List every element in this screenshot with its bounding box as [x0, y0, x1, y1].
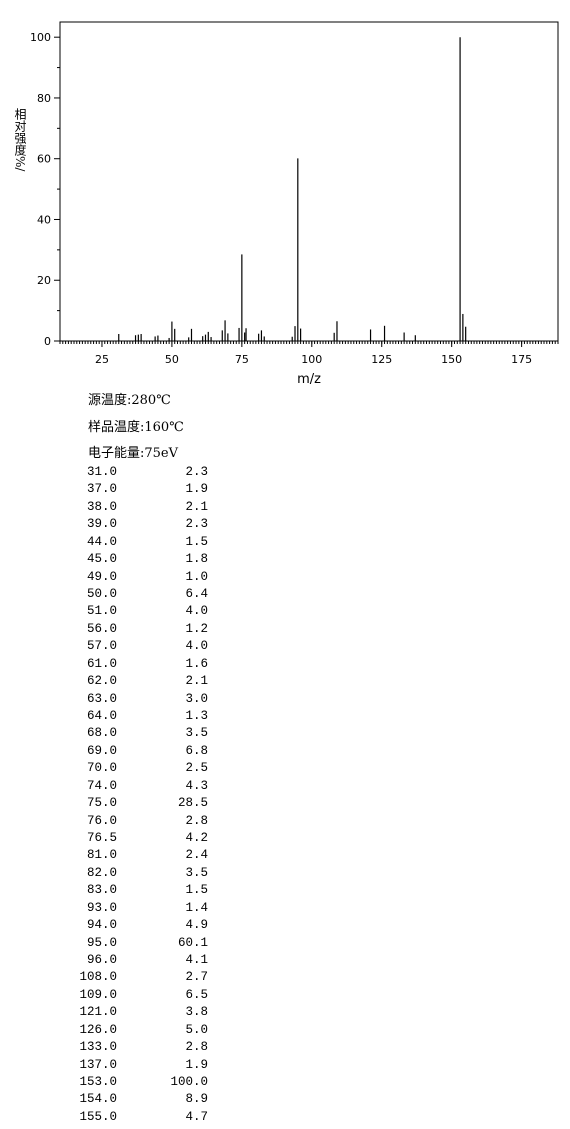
- x-tick-label: 50: [165, 353, 179, 366]
- mz-cell: 154.0: [79, 1092, 117, 1107]
- condition: 源温度:280℃: [88, 393, 171, 408]
- mz-cell: 76.5: [86, 831, 117, 846]
- intensity-cell: 6.4: [185, 587, 208, 601]
- intensity-cell: 1.0: [185, 569, 208, 584]
- intensity-cell: 1.5: [185, 534, 208, 549]
- mz-cell: 94.0: [86, 918, 117, 933]
- intensity-cell: 4.2: [185, 831, 208, 846]
- mz-cell: 68.0: [86, 726, 117, 741]
- mz-cell: 133.0: [79, 1040, 117, 1055]
- x-tick-label: 125: [371, 353, 392, 366]
- x-axis-label: m/z: [297, 372, 321, 387]
- mz-cell: 56.0: [86, 621, 117, 636]
- intensity-cell: 6.5: [185, 987, 208, 1002]
- intensity-cell: 1.9: [185, 1057, 208, 1072]
- x-tick-label: 100: [301, 353, 322, 366]
- x-tick-label: 25: [95, 353, 109, 366]
- mz-cell: 75.0: [86, 796, 117, 811]
- x-tick-label: 75: [235, 353, 249, 366]
- mz-cell: 153.0: [79, 1075, 117, 1090]
- intensity-cell: 2.3: [185, 465, 208, 479]
- mz-cell: 76.0: [86, 813, 117, 828]
- intensity-cell: 4.0: [185, 604, 208, 619]
- mz-cell: 50.0: [86, 587, 117, 601]
- mz-cell: 81.0: [86, 848, 117, 863]
- mz-cell: 51.0: [86, 604, 117, 619]
- intensity-cell: 4.0: [185, 639, 208, 654]
- mz-cell: 63.0: [86, 691, 117, 706]
- intensity-cell: 1.5: [185, 883, 208, 898]
- mz-cell: 38.0: [86, 499, 117, 514]
- mz-cell: 96.0: [86, 953, 117, 968]
- intensity-cell: 1.9: [185, 482, 208, 497]
- mz-cell: 155.0: [79, 1109, 117, 1124]
- mz-cell: 64.0: [86, 709, 117, 724]
- intensity-cell: 6.8: [185, 743, 208, 758]
- mz-cell: 121.0: [79, 1005, 117, 1020]
- mz-cell: 45.0: [86, 552, 117, 567]
- mz-cell: 69.0: [86, 743, 117, 758]
- intensity-cell: 3.0: [185, 691, 208, 706]
- intensity-cell: 4.3: [185, 778, 208, 793]
- y-axis-label: 相对强度%/: [13, 108, 27, 172]
- intensity-cell: 5.0: [185, 1022, 208, 1037]
- mz-cell: 39.0: [86, 517, 117, 532]
- intensity-cell: 1.3: [185, 709, 208, 724]
- mz-cell: 37.0: [86, 482, 117, 497]
- condition: 样品温度:160℃: [88, 419, 184, 435]
- y-tick-label: 0: [44, 335, 51, 348]
- mz-cell: 108.0: [79, 970, 117, 985]
- x-tick-label: 175: [511, 353, 532, 366]
- y-tick-label: 20: [37, 274, 51, 287]
- intensity-cell: 4.9: [185, 918, 208, 933]
- intensity-cell: 28.5: [177, 796, 208, 811]
- intensity-cell: 2.7: [185, 970, 208, 985]
- mz-cell: 31.0: [86, 465, 117, 479]
- intensity-cell: 2.1: [185, 499, 208, 514]
- intensity-cell: 8.9: [185, 1092, 208, 1107]
- mz-cell: 57.0: [86, 639, 117, 654]
- mz-cell: 95.0: [86, 935, 117, 950]
- mz-cell: 62.0: [86, 674, 117, 689]
- intensity-cell: 1.4: [185, 900, 208, 915]
- intensity-cell: 2.8: [185, 1040, 208, 1055]
- intensity-cell: 2.5: [185, 761, 208, 776]
- plot-frame: [59, 21, 559, 342]
- mz-cell: 61.0: [86, 656, 117, 671]
- intensity-cell: 3.8: [185, 1005, 208, 1020]
- intensity-cell: 1.6: [185, 656, 208, 671]
- intensity-cell: 100.0: [170, 1075, 208, 1090]
- intensity-cell: 2.4: [185, 848, 208, 863]
- mz-cell: 82.0: [86, 865, 117, 880]
- intensity-cell: 3.5: [185, 726, 208, 741]
- chart: m/z 25 50 75 100 125 150 175 0 20 40 60 80 100: [30, 21, 559, 387]
- intensity-cell: 2.3: [185, 517, 208, 532]
- intensity-cell: 1.2: [185, 621, 208, 636]
- intensity-cell: 60.1: [177, 935, 208, 950]
- mz-cell: 44.0: [86, 534, 117, 549]
- mz-cell: 49.0: [86, 569, 117, 584]
- intensity-cell: 2.8: [185, 813, 208, 828]
- x-tick-label: 150: [441, 353, 462, 366]
- y-tick-label: 100: [30, 31, 51, 44]
- mz-cell: 70.0: [86, 761, 117, 776]
- mz-cell: 74.0: [86, 778, 117, 793]
- intensity-cell: 3.5: [185, 865, 208, 880]
- mz-cell: 126.0: [79, 1022, 117, 1037]
- intensity-cell: 4.7: [185, 1109, 208, 1124]
- intensity-cell: 2.1: [185, 674, 208, 689]
- condition: 电子能量:75eV: [88, 446, 179, 461]
- mz-cell: 137.0: [79, 1057, 117, 1072]
- mz-cell: 93.0: [86, 900, 117, 915]
- mz-cell: 109.0: [79, 987, 117, 1002]
- y-tick-label: 40: [37, 213, 51, 226]
- mz-cell: 83.0: [86, 883, 117, 898]
- intensity-cell: 4.1: [185, 953, 208, 968]
- intensity-cell: 1.8: [185, 552, 208, 567]
- y-tick-label: 60: [37, 153, 51, 166]
- y-tick-label: 80: [37, 92, 51, 105]
